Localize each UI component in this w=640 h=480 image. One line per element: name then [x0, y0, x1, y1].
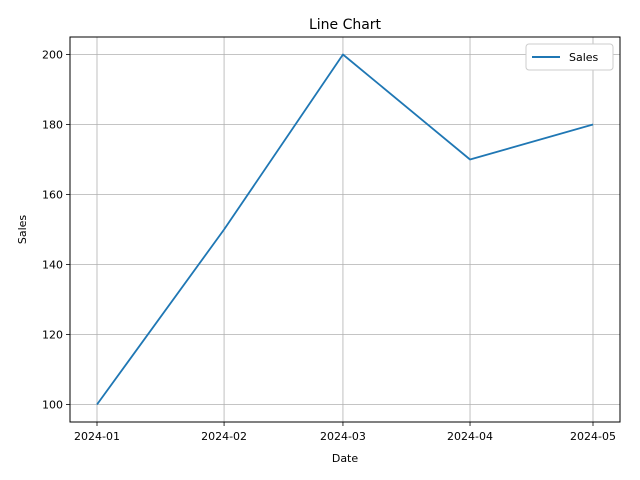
- x-tick-label: 2024-02: [201, 430, 247, 443]
- x-axis-label: Date: [332, 452, 359, 465]
- y-tick-label: 160: [42, 189, 63, 202]
- chart-title: Line Chart: [309, 17, 382, 33]
- legend: Sales: [525, 43, 614, 71]
- y-axis: 100 120 140 160 180 200: [42, 49, 70, 412]
- legend-label-sales: Sales: [569, 51, 599, 64]
- y-tick-label: 120: [42, 329, 63, 342]
- y-axis-label: Sales: [16, 215, 29, 245]
- grid: [70, 37, 620, 422]
- x-tick-label: 2024-04: [447, 430, 493, 443]
- y-tick-label: 100: [42, 399, 63, 412]
- plot-area-frame: [69, 36, 621, 423]
- y-tick-label: 140: [42, 259, 63, 272]
- x-tick-label: 2024-01: [74, 430, 120, 443]
- series-layer: [96, 53, 594, 406]
- y-tick-label: 200: [42, 49, 63, 62]
- legend-box: [525, 43, 614, 71]
- y-tick-label: 180: [42, 119, 63, 132]
- x-axis: 2024-01 2024-02 2024-03 2024-04 2024-05: [74, 422, 616, 443]
- x-tick-label: 2024-03: [320, 430, 366, 443]
- x-tick-label: 2024-05: [570, 430, 616, 443]
